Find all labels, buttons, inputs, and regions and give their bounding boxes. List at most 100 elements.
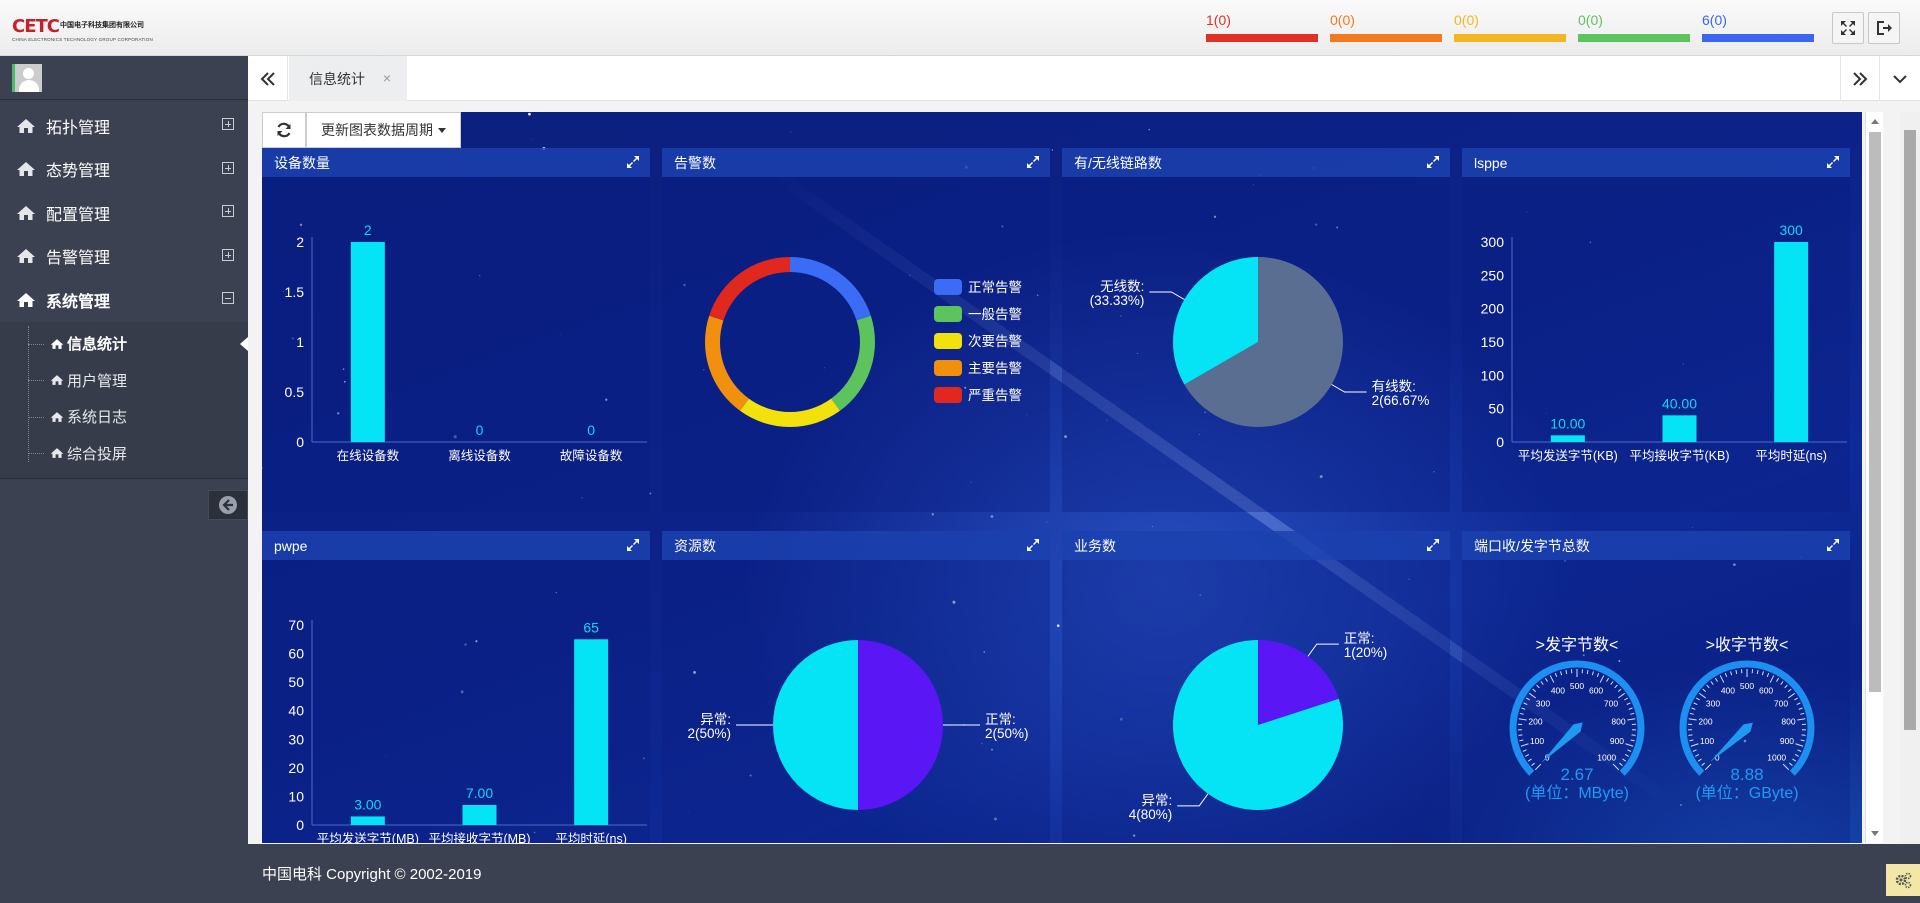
gauge-tick	[1534, 763, 1542, 771]
tab-bar: 信息统计 ×	[248, 56, 1920, 101]
sidebar-item-topology[interactable]: 拓扑管理	[0, 104, 248, 148]
fullscreen-button[interactable]	[1832, 12, 1864, 44]
gauge-tick	[1801, 734, 1806, 736]
sidebar-collapse-button[interactable]	[208, 490, 248, 520]
gauge-scale-label: 100	[1700, 736, 1714, 746]
expand-icon[interactable]	[1426, 538, 1440, 552]
scroll-up-icon[interactable]	[1866, 114, 1884, 128]
gauge-scale-label: 200	[1528, 716, 1542, 726]
sidebar-subitem-syslog[interactable]: 系统日志	[0, 399, 248, 436]
pie-slice	[1258, 640, 1339, 725]
gauge-tick	[1520, 743, 1529, 747]
page-scroll-thumb[interactable]	[1904, 130, 1916, 730]
legend-swatch	[934, 360, 962, 376]
logo-company-name: 中国电子科技集团有限公司	[60, 22, 144, 29]
bar-value-label: 2	[364, 222, 372, 238]
gauge-scale-label: 200	[1698, 716, 1712, 726]
sidebar-item-system[interactable]: 系统管理	[0, 278, 248, 322]
alarm-count: 0	[1454, 12, 1462, 28]
update-period-dropdown[interactable]: 更新图表数据周期	[306, 112, 461, 148]
y-tick-label: 30	[288, 731, 304, 747]
panel-resources: 资源数 正常: 2(50%) 异常: 2(50%)	[662, 531, 1050, 843]
gauge-tick	[1549, 675, 1555, 683]
alarm-unconfirmed: (0)	[1213, 12, 1231, 28]
gauge-scale-label: 1000	[1597, 753, 1616, 763]
sidebar-subitem-statistics[interactable]: 信息统计	[0, 326, 248, 363]
alarm-critical-counter[interactable]: 1(0)	[1206, 12, 1318, 46]
alarm-major-counter[interactable]: 0(0)	[1330, 12, 1442, 46]
sidebar-item-alarm[interactable]: 告警管理	[0, 235, 248, 279]
system-submenu: 信息统计 用户管理 系统日志 综合投屏	[0, 321, 248, 479]
scroll-thumb[interactable]	[1869, 132, 1881, 692]
sidebar-subitem-screen[interactable]: 综合投屏	[0, 435, 248, 472]
expand-icon[interactable]	[1026, 155, 1040, 169]
gauge-title: >发字节数<	[1536, 636, 1619, 654]
dashboard: 更新图表数据周期 设备数量 0 0.5 1 1.5 2 2 在线设备数 0 离线设备数 0 故障设备…	[262, 112, 1862, 843]
sidebar-subitem-users[interactable]: 用户管理	[0, 362, 248, 399]
main-content: 更新图表数据周期 设备数量 0 0.5 1 1.5 2 2 在线设备数 0 离线设备数 0 故障设备…	[248, 101, 1920, 844]
alarm-color-bar	[1206, 34, 1318, 42]
slice-value-label: 4(80%)	[1129, 807, 1173, 822]
dashboard-scrollbar[interactable]	[1865, 112, 1883, 843]
panel-port-bytes: 端口收/发字节总数 >发字节数<010020030040050060070080…	[1462, 531, 1850, 843]
gauge-value: 2.67	[1560, 765, 1593, 784]
x-tick-label: 平均接收字节(MB)	[428, 831, 530, 843]
expand-icon[interactable]	[1826, 538, 1840, 552]
alarm-count: 0	[1578, 12, 1586, 28]
update-period-label: 更新图表数据周期	[321, 122, 433, 138]
gauge-scale-label: 300	[1706, 698, 1720, 708]
expand-icon	[222, 118, 234, 130]
sidebar-item-config[interactable]: 配置管理	[0, 191, 248, 235]
alarm-unconfirmed: (0)	[1709, 12, 1727, 28]
gauge-scale-label: 600	[1589, 686, 1603, 696]
refresh-button[interactable]	[262, 112, 306, 148]
gauge-tick	[1794, 697, 1799, 701]
sidebar-item-situation[interactable]: 态势管理	[0, 148, 248, 192]
slice-value-label: (33.33%)	[1090, 293, 1145, 308]
gauge-tick	[1792, 758, 1797, 762]
gauge-tick	[1527, 758, 1532, 762]
panel-link-count: 有/无线链路数 有线数: 2(66.67% 无线数: (33.33%)	[1062, 148, 1450, 512]
tab-options-button[interactable]	[1880, 56, 1920, 101]
slice-value-label: 2(50%)	[985, 726, 1029, 741]
tab-scroll-right-button[interactable]	[1840, 56, 1880, 101]
gauge-tick	[1540, 681, 1544, 685]
alarm-general-counter[interactable]: 0(0)	[1578, 12, 1690, 46]
home-icon	[17, 205, 35, 220]
alarm-minor-counter[interactable]: 0(0)	[1454, 12, 1566, 46]
caret-down-icon	[438, 127, 446, 133]
gauge-tick	[1554, 672, 1558, 678]
expand-icon[interactable]	[1426, 155, 1440, 169]
gauge-tick	[1626, 702, 1631, 706]
expand-icon[interactable]	[626, 155, 640, 169]
avatar[interactable]	[12, 64, 42, 92]
gauge-tick	[1688, 718, 1697, 721]
home-icon	[50, 448, 64, 459]
tab-scroll-left-button[interactable]	[248, 56, 288, 101]
alarm-normal-counter[interactable]: 6(0)	[1702, 12, 1814, 46]
gauge-tick	[1724, 672, 1728, 678]
bar-value-label: 300	[1779, 222, 1803, 238]
settings-button[interactable]	[1886, 864, 1920, 896]
cetc-logo: CETC 中国电子科技集团有限公司 CHINA ELECTRONICS TECH…	[12, 16, 153, 44]
label-leader-line	[1307, 643, 1339, 657]
logout-button[interactable]	[1868, 12, 1900, 44]
gauge-tick	[1586, 669, 1589, 675]
alarm-count: 0	[1330, 12, 1338, 28]
expand-icon[interactable]	[1026, 538, 1040, 552]
bar	[350, 242, 385, 442]
panel-title: 告警数	[674, 154, 716, 171]
page-scrollbar[interactable]	[1900, 112, 1920, 844]
scroll-down-icon[interactable]	[1866, 827, 1884, 841]
expand-icon[interactable]	[626, 538, 640, 552]
gauge-scale-label: 500	[1570, 681, 1584, 691]
gauge-tick	[1789, 762, 1793, 766]
expand-icon[interactable]	[1826, 155, 1840, 169]
link-pie-chart: 有线数:2(66.67% 无线数:(33.33%)	[1090, 257, 1430, 427]
tab-statistics[interactable]: 信息统计 ×	[289, 56, 407, 101]
panel-lsppe: lsppe 0 50 100 150 200 250 300 10.00 平均发送字节(KB) 4…	[1462, 148, 1850, 512]
pie-slice	[1173, 640, 1343, 810]
slice-value-label: 2(66.67%	[1372, 393, 1430, 408]
close-icon[interactable]: ×	[382, 70, 391, 86]
sidebar-subitem-label: 综合投屏	[67, 445, 128, 463]
